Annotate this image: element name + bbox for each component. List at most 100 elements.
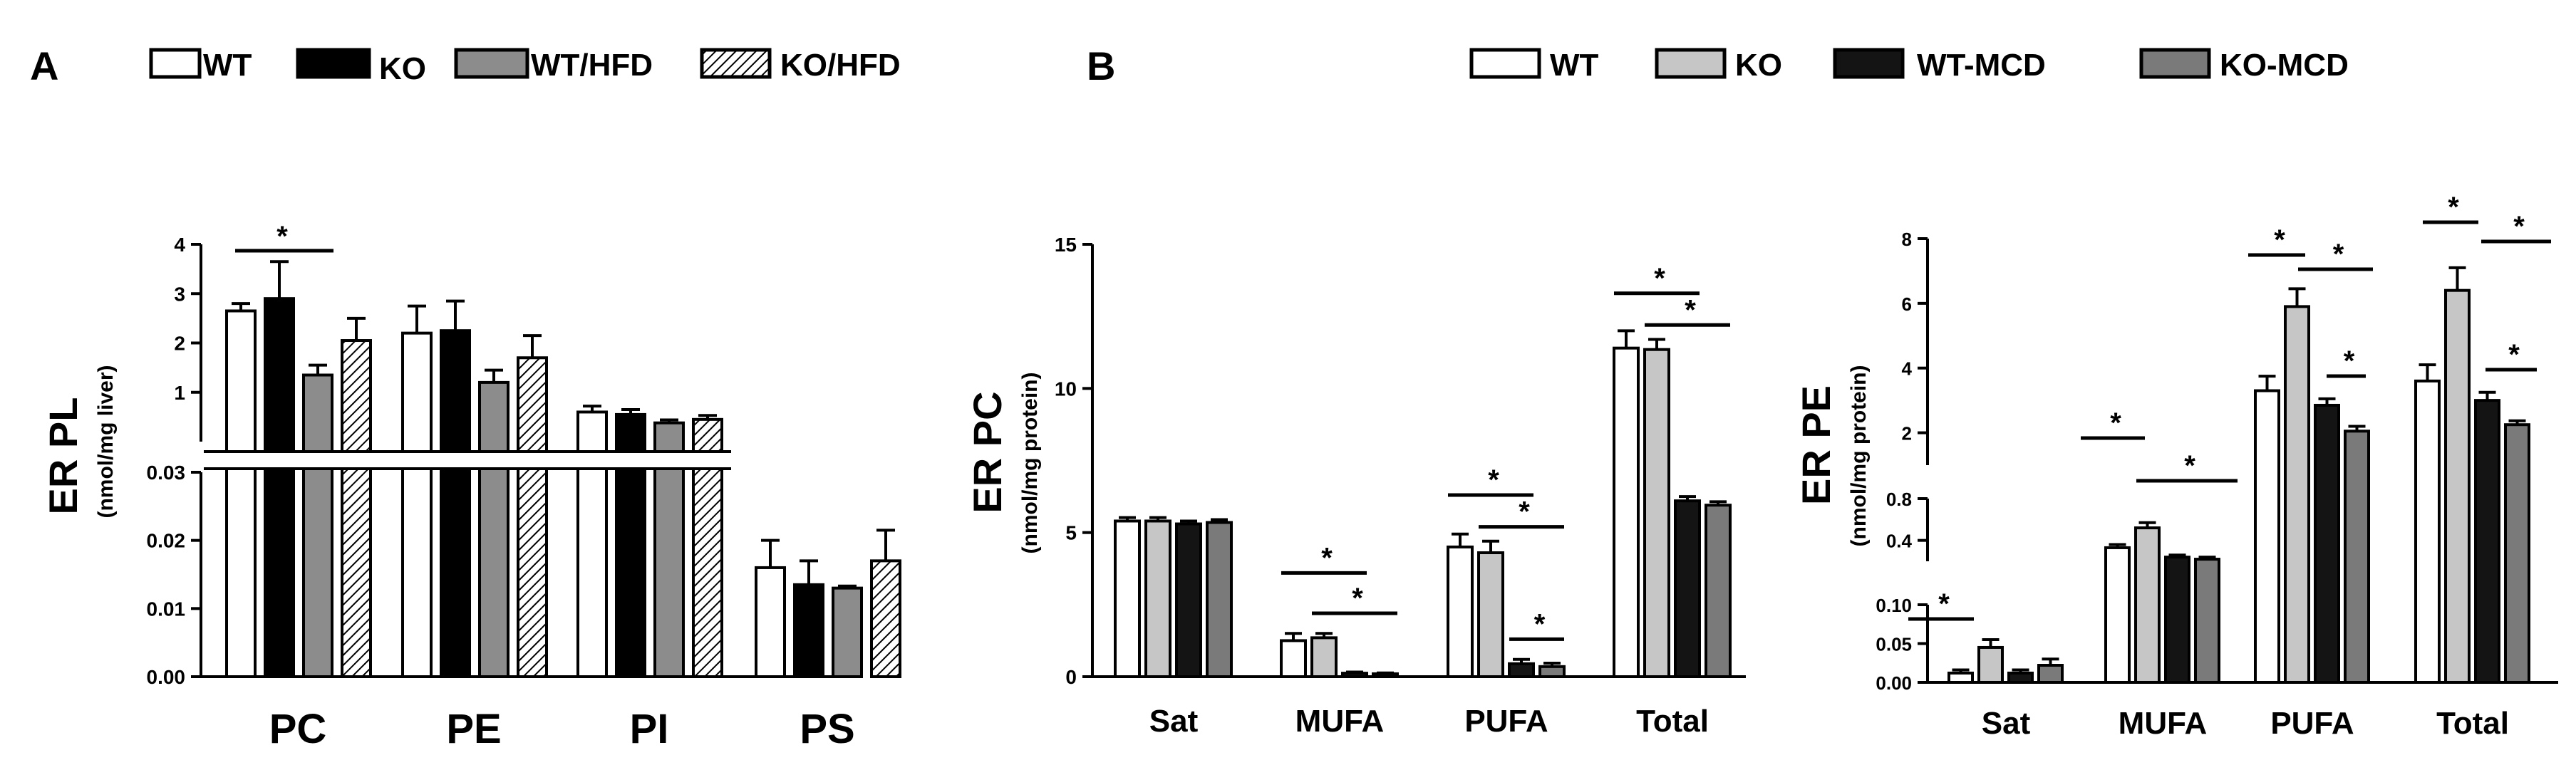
chart-b2-significance-star: * — [2508, 339, 2520, 370]
chart-b2-significance-star: * — [2184, 450, 2195, 482]
chart-b1-ylabel-sub: (nmol/mg protein) — [1018, 373, 1042, 554]
chart-b2-tick-label: 0.8 — [1886, 489, 1912, 510]
legend-a-label-kohfd: KO/HFD — [780, 48, 901, 83]
chart-b2-bar-ko-sat — [1977, 645, 2004, 685]
chart-b2-bar-ko-total — [2444, 288, 2471, 684]
chart-b2-significance-star: * — [2274, 224, 2285, 256]
legend-a-label-ko: KO — [379, 51, 426, 86]
chart-b1-bar-wtmcd-total — [1674, 499, 1701, 678]
chart-b1-bar-komcd-pufa — [1538, 665, 1566, 679]
chart-b1-bar-wtmcd-pufa — [1508, 662, 1535, 678]
chart-b2-tick-label: 4 — [1902, 358, 1913, 380]
chart-b2-significance-star: * — [2513, 211, 2525, 242]
legend-a-swatch-wt — [149, 48, 202, 79]
chart-b1-bar-wt-sat — [1114, 519, 1141, 678]
chart-b2-ylabel: ER PE — [1794, 385, 1838, 505]
chart-b2-bar-wtmcd-mufa — [2164, 556, 2190, 685]
chart-b1-bar-wtmcd-sat — [1175, 522, 1202, 678]
chart-a-bar-ko-ps — [793, 583, 824, 678]
chart-a-bar-ko-pc — [264, 297, 295, 678]
chart-b1-significance-star: * — [1321, 542, 1333, 573]
chart-b2-bar-ko-pufa — [2284, 305, 2310, 684]
chart-b2-significance-star: * — [1938, 588, 1950, 620]
chart-b1-category-label: Sat — [1149, 704, 1199, 739]
chart-a-tick-label: 3 — [174, 283, 185, 305]
chart-b2-axis-break-lower — [1917, 566, 1938, 600]
chart-b2-category-label: MUFA — [2119, 706, 2208, 741]
chart-a-bar-wt-ps — [755, 566, 786, 679]
chart-b2-bar-wt-total — [2414, 379, 2441, 685]
chart-b1-bar-wt-mufa — [1280, 639, 1307, 679]
chart-a-bar-wthfd-pc — [302, 373, 333, 678]
chart-b2-tick-label: 0.00 — [1876, 672, 1912, 694]
chart-b1-bar-wtmcd-mufa — [1341, 672, 1368, 678]
chart-b1-ylabel: ER PC — [965, 391, 1010, 513]
chart-b1-significance-star: * — [1352, 583, 1363, 614]
chart-a-bar-wt-pc — [225, 309, 257, 678]
chart-a-category-label: PS — [800, 706, 854, 752]
chart-b1-bar-komcd-total — [1705, 504, 1732, 678]
legend-b-label-ko: KO — [1735, 48, 1782, 83]
chart-b2-bar-wtmcd-sat — [2007, 671, 2034, 684]
legend-b: WT KO WT-MCD KO-MCD — [1469, 48, 2349, 83]
chart-b2-significance-star: * — [2448, 192, 2459, 223]
chart-a-break-gap — [204, 452, 731, 469]
chart-a-bar-wthfd-ps — [832, 586, 863, 679]
chart-b2-bar-komcd-sat — [2037, 664, 2064, 685]
chart-b1-category-label: PUFA — [1464, 704, 1548, 739]
chart-marks: 1 2 3 4 0.00 0.01 0.02 0.03 PC PE PI PS * 0 5 10 15 Sat MU… — [147, 192, 2558, 752]
chart-b1-tick-label: 15 — [1055, 234, 1077, 256]
chart-a-tick-label: 4 — [174, 234, 185, 256]
chart-b1-bar-komcd-sat — [1206, 521, 1233, 679]
chart-b2-bar-wt-pufa — [2254, 389, 2280, 684]
legend-b-label-komcd: KO-MCD — [2220, 48, 2349, 83]
chart-b2-category-label: Sat — [1982, 706, 2031, 741]
chart-a-tick-label: 0.01 — [147, 598, 186, 620]
chart-b1-category-label: MUFA — [1295, 704, 1385, 739]
chart-a-category-label: PE — [446, 706, 501, 752]
chart-a-bar-wthfd-pe — [478, 380, 509, 679]
chart-b2-tick-label: 6 — [1902, 293, 1912, 315]
legend-a-swatch-wthfd — [454, 48, 529, 79]
chart-b2-category-label: PUFA — [2270, 706, 2354, 741]
chart-b2-tick-label: 0.05 — [1876, 634, 1912, 655]
chart-a-ylabel: ER PL — [41, 397, 86, 515]
chart-b1-bar-ko-total — [1643, 348, 1670, 678]
chart-b2-tick-label: 0.10 — [1876, 595, 1912, 616]
legend-a-label-wt: WT — [203, 48, 252, 83]
chart-b2-significance-star: * — [2344, 345, 2355, 377]
chart-b2-tick-label: 8 — [1902, 229, 1912, 250]
chart-b1-significance-star: * — [1519, 496, 1530, 528]
chart-b1-tick-label: 10 — [1055, 378, 1077, 400]
chart-b1-bar-wt-pufa — [1447, 545, 1474, 679]
chart-a-bar-kohfd-pc — [341, 339, 372, 678]
panel-label-b: B — [1087, 43, 1115, 88]
chart-b2-bar-komcd-total — [2504, 423, 2530, 684]
legend-a-swatch-ko — [296, 48, 371, 79]
chart-a-ylabel-sub: (nmol/mg liver) — [94, 365, 118, 518]
chart-b2-ylabel-sub: (nmol/mg protein) — [1847, 365, 1871, 547]
chart-b2-bar-ko-mufa — [2134, 526, 2161, 684]
chart-b2-bar-komcd-pufa — [2344, 430, 2370, 684]
legend-b-label-wtmcd: WT-MCD — [1917, 48, 2046, 83]
chart-b2-bar-komcd-mufa — [2194, 558, 2220, 684]
chart-a-category-label: PC — [269, 706, 327, 752]
chart-b1-significance-star: * — [1685, 294, 1696, 326]
chart-b1-bar-wt-total — [1613, 346, 1640, 678]
chart-b1-bar-ko-pufa — [1477, 551, 1504, 679]
chart-b2-bar-wtmcd-pufa — [2314, 403, 2340, 684]
chart-a-significance-star: * — [276, 221, 288, 252]
chart-a-bar-wt-pe — [401, 331, 433, 678]
panel-label-a: A — [30, 43, 58, 88]
legend-a-label-wthfd: WT/HFD — [531, 48, 653, 83]
legend-a-swatch-kohfd — [700, 48, 772, 79]
chart-b2-significance-star: * — [2110, 407, 2121, 439]
chart-b1-tick-label: 5 — [1065, 522, 1077, 544]
chart-a-category-label: PI — [630, 706, 669, 752]
chart-a-tick-label: 0.03 — [147, 462, 186, 484]
legend-b-swatch-wt — [1469, 48, 1541, 79]
chart-b1-significance-star: * — [1654, 263, 1665, 294]
chart-b2-category-label: Total — [2436, 706, 2509, 741]
chart-a-bar-kohfd-ps — [870, 559, 901, 678]
